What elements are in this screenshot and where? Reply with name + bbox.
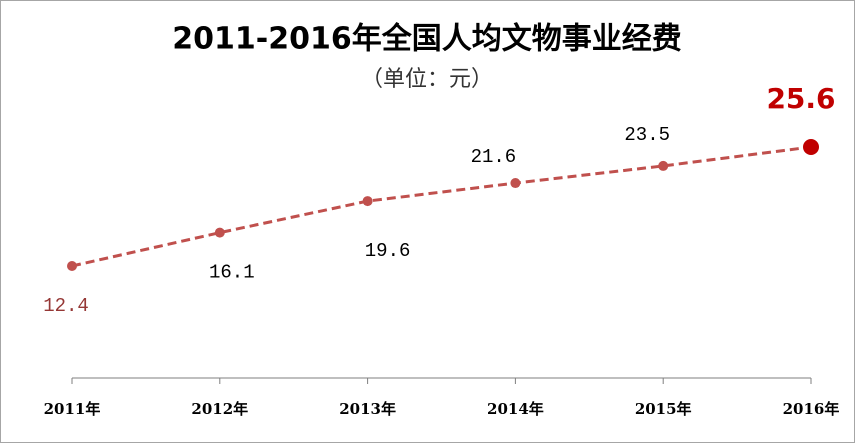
x-tick-label: 2011年 (44, 400, 101, 418)
x-tick-label: 2016年 (783, 400, 840, 418)
value-label: 19.6 (365, 240, 411, 262)
x-tick-label: 2013年 (339, 400, 396, 418)
chart-subtitle: （单位：元） (361, 67, 493, 92)
line (71, 145, 812, 268)
chart-title: 2011-2016年全国人均文物事业经费 (172, 22, 681, 57)
x-tick-label: 2012年 (191, 400, 248, 418)
point (362, 196, 373, 207)
value-label: 16.1 (209, 262, 255, 284)
x-tick-label: 2014年 (487, 400, 544, 418)
value-label: 25.6 (766, 82, 835, 115)
point (214, 227, 225, 238)
value-label: 12.4 (43, 295, 89, 317)
point (67, 261, 77, 271)
x-tick-label: 2015年 (635, 400, 692, 418)
value-label: 21.6 (471, 146, 517, 168)
point (510, 178, 521, 189)
point (658, 160, 669, 171)
value-label: 23.5 (624, 124, 670, 146)
point (803, 139, 819, 155)
